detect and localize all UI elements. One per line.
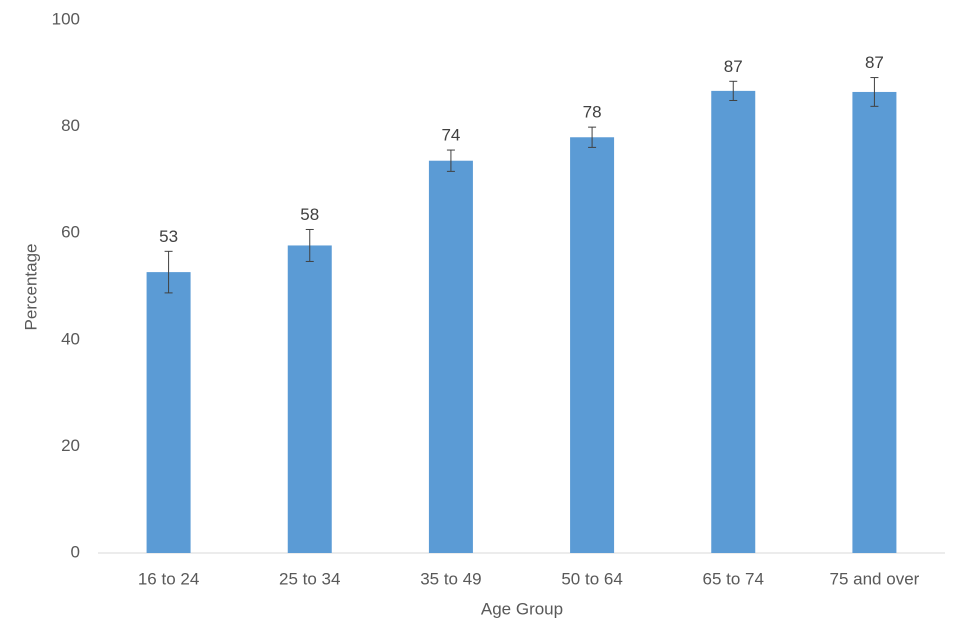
y-tick-label: 0 [71, 542, 80, 561]
y-tick-label: 60 [61, 223, 80, 242]
x-tick-label: 75 and over [830, 569, 920, 588]
bar [428, 160, 473, 553]
bar [711, 90, 756, 553]
value-label: 87 [724, 57, 743, 76]
y-axis-title: Percentage [21, 244, 40, 331]
x-tick-label: 65 to 74 [703, 569, 764, 588]
x-axis-title: Age Group [481, 599, 563, 618]
x-tick-label: 16 to 24 [138, 569, 199, 588]
value-label: 78 [583, 103, 602, 122]
bar [570, 137, 615, 553]
y-tick-label: 20 [61, 436, 80, 455]
value-label: 87 [865, 53, 884, 72]
y-tick-label: 80 [61, 116, 80, 135]
bar [287, 245, 332, 554]
y-tick-label: 40 [61, 329, 80, 348]
value-label: 53 [159, 227, 178, 246]
value-label: 74 [441, 126, 460, 145]
value-label: 58 [300, 205, 319, 224]
x-tick-label: 50 to 64 [561, 569, 622, 588]
y-tick-label: 100 [52, 9, 80, 28]
x-tick-label: 35 to 49 [420, 569, 481, 588]
bar [146, 272, 191, 553]
bar [852, 91, 897, 553]
x-tick-label: 25 to 34 [279, 569, 340, 588]
